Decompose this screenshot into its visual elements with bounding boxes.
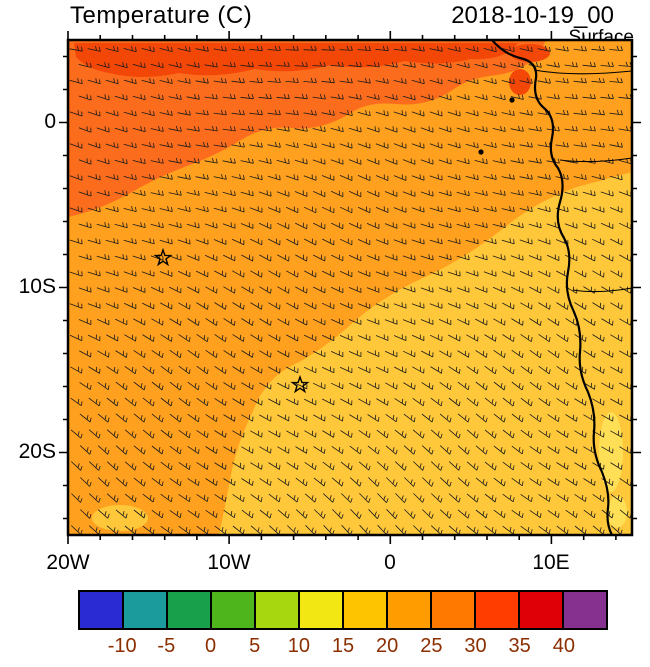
- colorbar-cell: [430, 592, 474, 628]
- temp-patch-cool-sw: [92, 505, 148, 531]
- colorbar-cell: [562, 592, 606, 628]
- star-marker-2: [290, 374, 310, 394]
- colorbar-labels: -10 -5 0 5 10 15 20 25 30 35 40: [78, 635, 608, 659]
- temp-region-hot-strip: [74, 43, 518, 77]
- colorbar-cell: [80, 592, 122, 628]
- y-tick-label-20s: 20S: [18, 440, 56, 463]
- colorbar-label: 10: [287, 635, 310, 657]
- temp-patch-coast-cool-2: [607, 496, 627, 528]
- colorbar-label: 0: [204, 635, 217, 657]
- temp-region-warm-band: [68, 40, 546, 217]
- country-borders: [533, 69, 632, 293]
- colorbar-label: 5: [249, 635, 261, 657]
- colorbar-label: -5: [157, 635, 176, 657]
- colorbar-cell: [210, 592, 254, 628]
- colorbar-cell: [474, 592, 518, 628]
- x-tick-label-10w: 10W: [207, 551, 251, 574]
- colorbar-label: 15: [331, 635, 355, 657]
- x-tick-label-10e: 10E: [532, 551, 570, 574]
- x-tick-label-20w: 20W: [46, 551, 90, 574]
- colorbar-cell: [298, 592, 342, 628]
- station-dot-1: [509, 97, 515, 103]
- wind-barbs-overlay: [69, 45, 632, 535]
- colorbar-cell: [166, 592, 210, 628]
- colorbar-cell: [122, 592, 166, 628]
- colorbar-label: 35: [508, 635, 531, 657]
- coastline: [491, 40, 613, 535]
- colorbar-cell: [518, 592, 562, 628]
- colorbar-label: 40: [552, 635, 575, 657]
- valid-datetime: 2018-10-19_00: [451, 2, 614, 29]
- axis-ticks: [59, 31, 641, 544]
- page-title: Temperature (C): [70, 2, 253, 29]
- colorbar-cell: [342, 592, 386, 628]
- colorbar-label: 25: [420, 635, 443, 657]
- temp-patch-hot-land-1: [510, 44, 550, 62]
- colorbar-cell: [254, 592, 298, 628]
- colorbar-label: 20: [376, 635, 399, 657]
- y-tick-label-0: 0: [44, 110, 56, 133]
- temperature-colorbar: [78, 590, 608, 630]
- star-marker-1: [153, 247, 173, 267]
- colorbar-label: -10: [107, 635, 137, 657]
- y-tick-label-10s: 10S: [18, 275, 56, 298]
- colorbar-cell: [386, 592, 430, 628]
- temp-patch-hot-land-2: [509, 69, 531, 95]
- colorbar-label: 30: [464, 635, 487, 657]
- x-tick-label-0: 0: [384, 551, 396, 574]
- station-dot-2: [478, 149, 484, 155]
